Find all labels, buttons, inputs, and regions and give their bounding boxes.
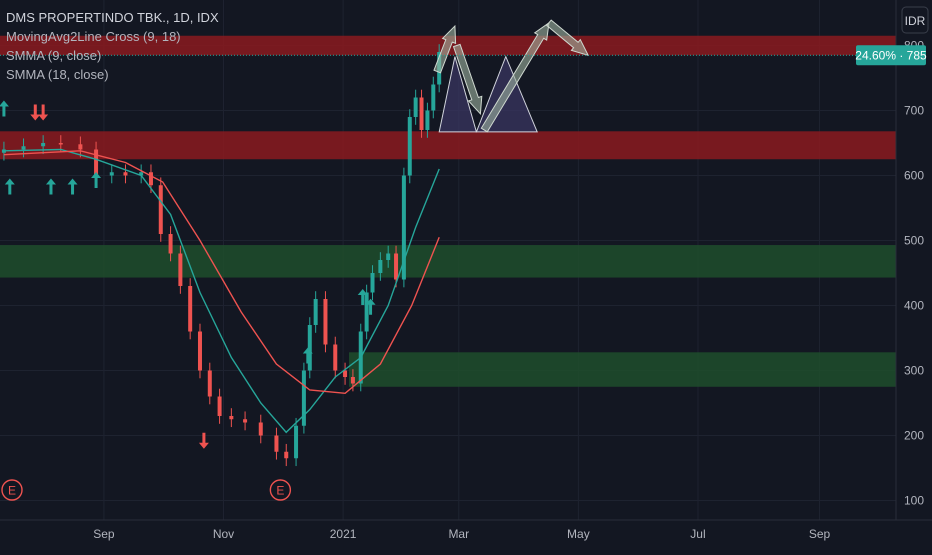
candle-body xyxy=(323,299,328,345)
candle-body xyxy=(148,172,153,186)
candle-body xyxy=(258,422,263,436)
earnings-marker-label: E xyxy=(8,484,16,498)
time-tick-label: Jul xyxy=(690,527,705,541)
current-price-text: 24.60% · 785 xyxy=(855,48,927,62)
candle-body xyxy=(41,143,46,147)
candles xyxy=(1,44,442,467)
candle-body xyxy=(294,425,299,459)
current-price-label: 24.60% · 785 xyxy=(0,45,927,66)
candle-body xyxy=(58,143,63,145)
candle-body xyxy=(197,331,202,371)
smma-9-line xyxy=(3,148,440,434)
candle-body xyxy=(21,146,26,150)
candle-body xyxy=(419,97,424,130)
sell-signal-arrow xyxy=(38,104,49,121)
buy-signal-arrow xyxy=(365,298,376,315)
buy-signal-arrow xyxy=(0,100,9,117)
candle-body xyxy=(178,253,183,286)
moving-averages xyxy=(3,148,440,434)
candle-body xyxy=(217,396,222,416)
price-tick-label: 100 xyxy=(904,494,924,508)
indicator-ma-cross[interactable]: MovingAvg2Line Cross (9, 18) xyxy=(6,29,181,44)
candle-body xyxy=(386,253,391,260)
symbol-title[interactable]: DMS PROPERTINDO TBK., 1D, IDX xyxy=(6,10,219,25)
pattern-arrow xyxy=(545,19,590,57)
buy-signal-arrow xyxy=(91,172,102,188)
candle-body xyxy=(378,260,383,273)
buy-signal-arrow xyxy=(67,178,78,195)
candle-body xyxy=(274,435,279,452)
candle-body xyxy=(413,97,418,117)
candle-body xyxy=(394,253,399,280)
candle-body xyxy=(370,273,375,293)
earnings-marker xyxy=(1,479,23,501)
price-tick-label: 600 xyxy=(904,169,924,183)
candle-body xyxy=(229,416,234,420)
candle-body xyxy=(425,110,430,130)
candle-body xyxy=(78,144,83,150)
buy-signal-arrow xyxy=(45,178,56,195)
price-tick-label: 500 xyxy=(904,234,924,248)
currency-label: IDR xyxy=(905,14,926,28)
time-tick-label: Sep xyxy=(809,527,831,541)
price-tick-label: 400 xyxy=(904,299,924,313)
pattern-arrow xyxy=(433,24,457,74)
pattern-drawing xyxy=(433,19,590,133)
candle-body xyxy=(343,370,348,377)
candle-body xyxy=(188,286,193,332)
time-tick-label: Mar xyxy=(448,527,469,541)
candle-body xyxy=(158,185,163,234)
candle-body xyxy=(364,292,369,332)
time-tick-label: 2021 xyxy=(330,527,357,541)
pattern-arrow xyxy=(480,21,550,133)
candle-body xyxy=(333,344,338,371)
candle-body xyxy=(109,172,114,176)
buy-signal-arrow xyxy=(357,289,368,305)
time-tick-label: Sep xyxy=(93,527,115,541)
current-price-badge xyxy=(856,45,926,66)
candle-body xyxy=(94,149,99,176)
indicator-smma-9[interactable]: SMMA (9, close) xyxy=(6,48,102,63)
candle-body xyxy=(243,419,248,423)
support-zone xyxy=(0,245,896,278)
sell-signal-arrow xyxy=(30,104,41,121)
indicator-smma-18[interactable]: SMMA (18, close) xyxy=(6,67,109,82)
candle-body xyxy=(301,370,306,426)
support-zone xyxy=(348,352,897,387)
buy-signal-arrow xyxy=(4,178,15,195)
price-tick-label: 700 xyxy=(904,104,924,118)
time-axis-ticks: Sep Nov 2021 Mar May Jul Sep xyxy=(93,527,830,541)
earnings-marker-label: E xyxy=(276,484,284,498)
sell-signal-arrow xyxy=(198,432,209,449)
pattern-triangle xyxy=(438,56,478,133)
candle-body xyxy=(407,117,412,176)
chart-legend: DMS PROPERTINDO TBK., 1D, IDX MovingAvg2… xyxy=(6,8,219,84)
candle-body xyxy=(350,377,355,384)
candle-body xyxy=(284,451,289,459)
candle-body xyxy=(168,234,173,254)
candle-body xyxy=(139,172,144,176)
price-tick-label: 200 xyxy=(904,429,924,443)
smma-18-line xyxy=(3,150,440,395)
candle-body xyxy=(207,370,212,397)
buy-signal-arrow xyxy=(302,347,313,364)
candle-body xyxy=(401,175,406,280)
time-tick-label: May xyxy=(567,527,590,541)
time-axis[interactable] xyxy=(0,520,932,550)
time-tick-label: Nov xyxy=(213,527,234,541)
cross-signals xyxy=(0,100,376,449)
candle-body xyxy=(307,325,312,371)
earnings-marker xyxy=(269,479,292,501)
price-axis[interactable] xyxy=(896,0,932,550)
candle-body xyxy=(123,172,128,176)
currency-badge[interactable] xyxy=(901,6,929,34)
resistance-zone xyxy=(0,131,896,160)
price-axis-ticks: 100200300400500600700800 xyxy=(904,39,924,508)
candle-body xyxy=(431,84,436,111)
candle-body xyxy=(313,299,318,325)
price-tick-label: 300 xyxy=(904,364,924,378)
